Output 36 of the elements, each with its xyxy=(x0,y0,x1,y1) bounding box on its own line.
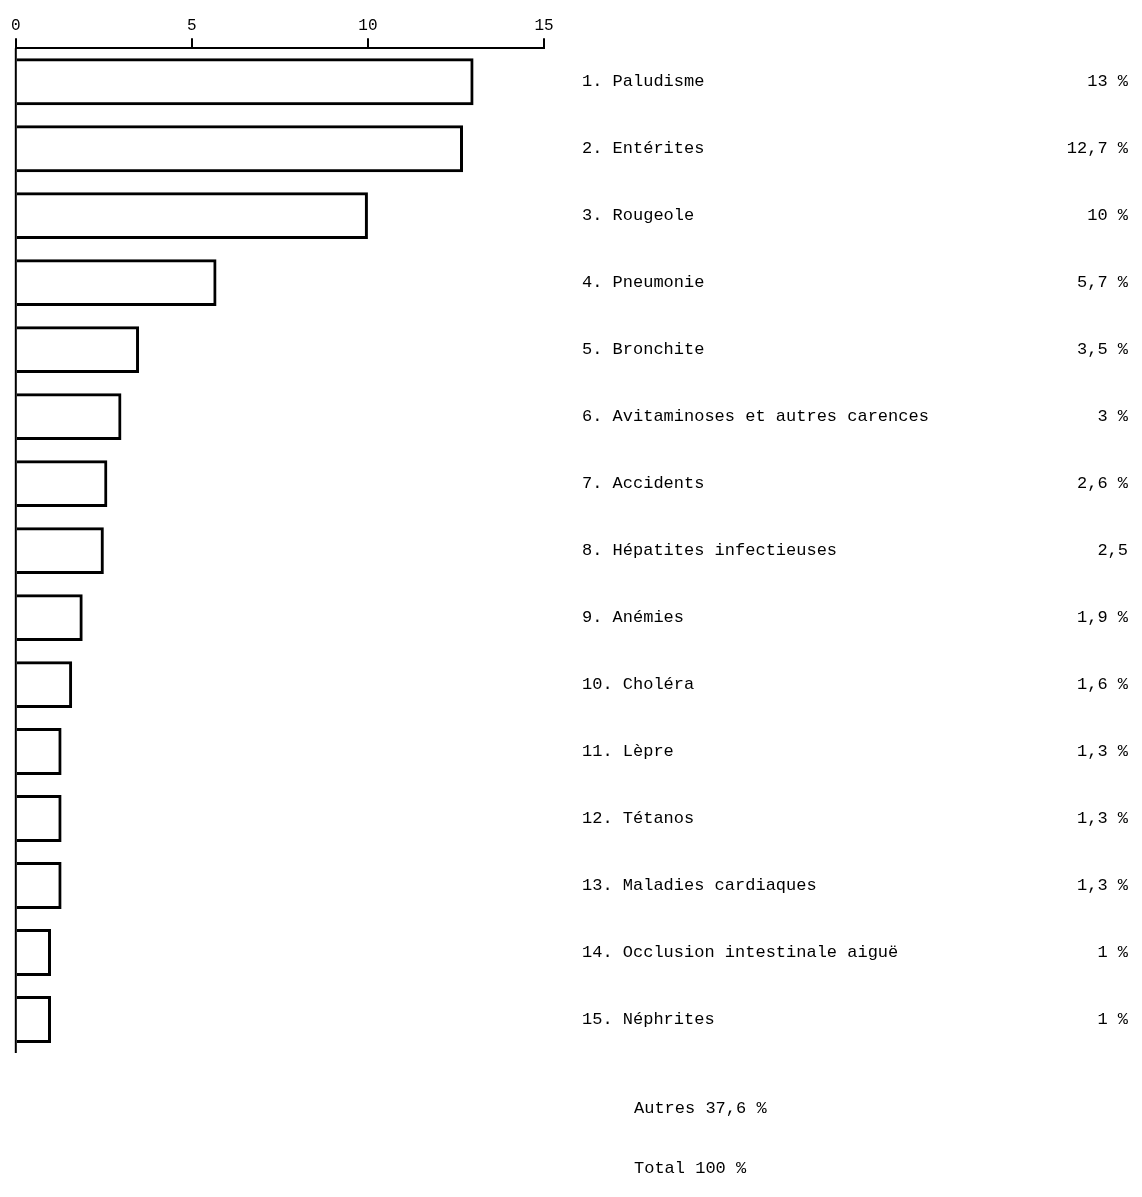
x-tick-label: 5 xyxy=(187,16,197,35)
data-label: 1,6 % xyxy=(1076,675,1129,695)
y-tick-label: 13. Maladies cardiaques xyxy=(582,876,817,896)
x-tick-label: 15 xyxy=(534,16,554,35)
y-tick-label: 2. Entérites xyxy=(582,139,705,159)
data-label: 3,5 % xyxy=(1076,340,1129,360)
data-label: 1,3 % xyxy=(1076,809,1129,829)
x-tick-label: 10 xyxy=(358,16,378,35)
data-label: 1 % xyxy=(1097,943,1129,963)
y-tick-label: 4. Pneumonie xyxy=(582,273,705,293)
data-label: 1 % xyxy=(1097,1010,1129,1030)
y-tick-label: 11. Lèpre xyxy=(582,742,674,762)
data-label: 13 % xyxy=(1087,72,1129,92)
data-label: 1,3 % xyxy=(1076,742,1129,762)
data-label: 5,7 % xyxy=(1076,273,1129,293)
data-label: 10 % xyxy=(1087,206,1129,226)
y-tick-label: 1. Paludisme xyxy=(582,72,705,92)
data-label: 1,9 % xyxy=(1076,608,1129,628)
y-tick-label: 8. Hépatites infectieuses xyxy=(582,541,838,561)
y-tick-label: 5. Bronchite xyxy=(582,340,705,360)
y-tick-label: 3. Rougeole xyxy=(582,206,695,226)
x-tick-label: 0 xyxy=(11,16,21,35)
data-label: 12,7 % xyxy=(1066,139,1129,159)
y-tick-label: 6. Avitaminoses et autres carences xyxy=(582,407,929,427)
data-label: 3 % xyxy=(1097,407,1129,427)
data-label: 1,3 % xyxy=(1076,876,1129,896)
text: Autres 37,6 % xyxy=(634,1098,768,1118)
y-tick-label: 15. Néphrites xyxy=(582,1010,715,1030)
y-tick-label: 12. Tétanos xyxy=(582,809,695,829)
y-tick-label: 7. Accidents xyxy=(582,474,705,494)
y-tick-label: 14. Occlusion intestinale aiguë xyxy=(582,943,899,963)
data-label: 2,5 xyxy=(1097,541,1128,561)
text: Total 100 % xyxy=(634,1158,748,1178)
y-tick-label: 10. Choléra xyxy=(582,675,695,695)
data-label: 2,6 % xyxy=(1076,474,1129,494)
y-tick-label: 9. Anémies xyxy=(582,608,685,628)
